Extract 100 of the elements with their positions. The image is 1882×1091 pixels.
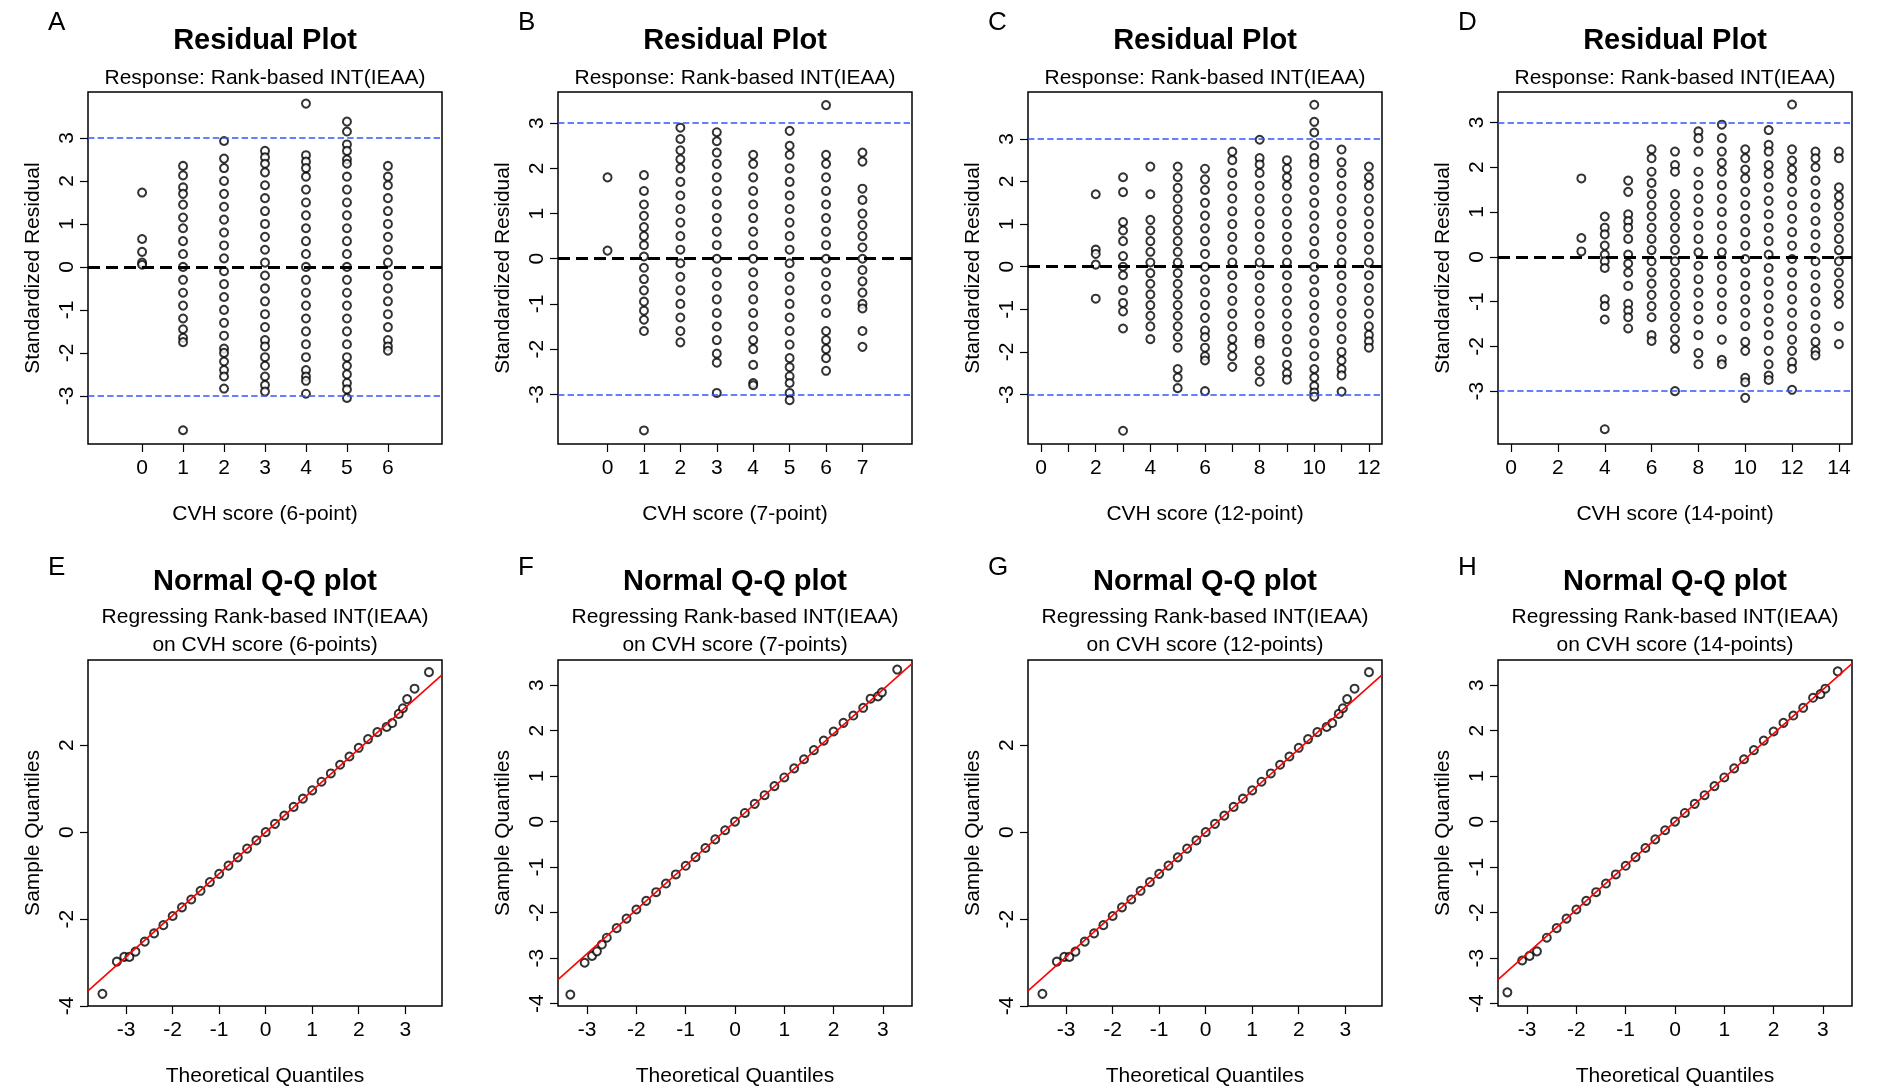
x-tick-label: 10 [1733, 455, 1757, 478]
x-tick-label: 1 [1246, 1017, 1259, 1040]
x-tick-label: 14 [1827, 455, 1851, 478]
x-tick-label: 0 [1199, 1017, 1212, 1040]
x-tick-label: 0 [729, 1017, 741, 1040]
y-tick-label: 1 [1464, 206, 1487, 218]
y-tick-label: 3 [1464, 116, 1487, 129]
text: E [48, 551, 66, 581]
chart-subtitle: Response: Rank-based INT(IEAA) [104, 64, 426, 88]
x-tick-label: 10 [1302, 455, 1326, 478]
chart-subtitle: Regressing Rank-based INT(IEAA) on CVH score (7-points) [571, 603, 899, 655]
y-tick-label: 0 [524, 252, 547, 265]
chart-subtitle: Regressing Rank-based INT(IEAA) on CVH score (14-points) [1511, 603, 1839, 655]
text: H [1458, 551, 1477, 581]
x-axis-title: CVH score (14-point) [1576, 501, 1774, 524]
text: G [988, 551, 1009, 581]
x-tick-label: 0 [1669, 1017, 1681, 1040]
y-tick-label: -3 [524, 948, 547, 968]
y-tick-label: -1 [1464, 857, 1487, 877]
y-axis-title: Sample Quantiles [960, 750, 983, 916]
y-tick-label: 2 [1464, 724, 1487, 737]
chart-title: Residual Plot [173, 22, 358, 55]
x-tick-label: 3 [1817, 1017, 1829, 1040]
x-tick-label: -2 [627, 1017, 646, 1040]
y-tick-label: -2 [1464, 903, 1487, 923]
y-tick-label: -1 [524, 294, 547, 314]
y-tick-label: 0 [994, 826, 1017, 838]
x-tick-label: 2 [827, 1017, 840, 1040]
y-tick-label: 1 [1464, 770, 1487, 782]
x-tick-label: 8 [1253, 455, 1266, 478]
chart-subtitle: Response: Rank-based INT(IEAA) [1044, 64, 1366, 88]
x-tick-label: 1 [177, 455, 189, 478]
chart-title: Normal Q-Q plot [1563, 563, 1788, 596]
text: A [48, 6, 66, 36]
y-axis-title: Standardized Residual [1430, 162, 1453, 374]
text: F [518, 551, 534, 581]
y-tick-label: -2 [994, 909, 1017, 929]
x-tick-label: 12 [1780, 455, 1804, 478]
x-tick-label: -2 [1103, 1017, 1123, 1040]
chart-subtitle: Response: Rank-based INT(IEAA) [574, 64, 896, 88]
y-tick-label: -1 [1464, 292, 1487, 311]
x-tick-label: 5 [341, 455, 353, 478]
x-tick-label: -1 [1616, 1017, 1636, 1040]
y-tick-label: -3 [54, 386, 77, 406]
y-tick-label: -4 [524, 994, 547, 1014]
x-tick-label: 3 [399, 1017, 412, 1040]
x-axis-title: CVH score (12-point) [1106, 501, 1304, 524]
chart-title: Normal Q-Q plot [623, 563, 848, 596]
x-tick-label: 4 [300, 455, 313, 478]
x-tick-label: 6 [1645, 455, 1658, 478]
x-axis-title: Theoretical Quantiles [635, 1063, 835, 1086]
x-axis-title: CVH score (6-point) [172, 501, 358, 524]
x-tick-label: 3 [877, 1017, 889, 1040]
x-axis-title: CVH score (7-point) [642, 501, 828, 524]
x-tick-label: 0 [601, 455, 614, 478]
x-tick-label: 0 [1505, 455, 1517, 478]
x-tick-label: 2 [1292, 1017, 1305, 1040]
y-tick-label: -3 [1464, 948, 1487, 968]
x-tick-label: -1 [209, 1017, 229, 1040]
x-tick-label: 5 [783, 455, 796, 478]
y-tick-label: -3 [524, 384, 547, 404]
x-tick-label: 6 [382, 455, 394, 478]
y-tick-label: 1 [524, 207, 547, 220]
chart-subtitle: Regressing Rank-based INT(IEAA) on CVH score (6-points) [101, 603, 429, 655]
y-tick-label: 0 [524, 815, 547, 828]
x-tick-label: 1 [306, 1017, 319, 1040]
y-tick-label: 2 [994, 175, 1017, 188]
y-tick-label: 0 [994, 260, 1017, 273]
x-tick-label: 4 [1144, 455, 1157, 478]
y-tick-label: 2 [54, 175, 77, 187]
y-tick-label: -2 [54, 343, 77, 363]
x-tick-label: -3 [116, 1017, 136, 1040]
chart-title: Residual Plot [1113, 22, 1298, 55]
y-axis-title: Standardized Residual [20, 162, 43, 374]
x-axis-title: Theoretical Quantiles [1105, 1063, 1305, 1086]
chart-title: Residual Plot [1583, 22, 1768, 55]
y-tick-label: -2 [994, 342, 1017, 362]
y-tick-label: 2 [1464, 161, 1487, 174]
y-tick-label: 1 [54, 218, 77, 230]
y-tick-label: -4 [54, 996, 77, 1016]
x-tick-label: 4 [1598, 455, 1611, 478]
text: C [988, 6, 1007, 36]
y-tick-label: 2 [524, 724, 547, 737]
y-tick-label: 3 [54, 132, 77, 144]
x-tick-label: 1 [1718, 1017, 1731, 1040]
x-tick-label: -2 [1567, 1017, 1586, 1040]
x-tick-label: 8 [1692, 455, 1705, 478]
x-tick-label: 0 [136, 455, 148, 478]
x-axis-title: Theoretical Quantiles [1575, 1063, 1775, 1086]
y-tick-label: 3 [994, 133, 1017, 145]
x-tick-label: 0 [1035, 455, 1047, 478]
x-tick-label: 2 [352, 1017, 365, 1040]
x-axis-title: Theoretical Quantiles [165, 1063, 365, 1086]
y-tick-label: 0 [1464, 250, 1487, 263]
x-tick-label: -2 [163, 1017, 183, 1040]
y-tick-label: -3 [1464, 381, 1487, 401]
x-tick-label: 2 [1552, 455, 1564, 478]
y-tick-label: 2 [54, 739, 77, 752]
x-tick-label: 2 [1089, 455, 1102, 478]
y-tick-label: -2 [524, 903, 547, 923]
